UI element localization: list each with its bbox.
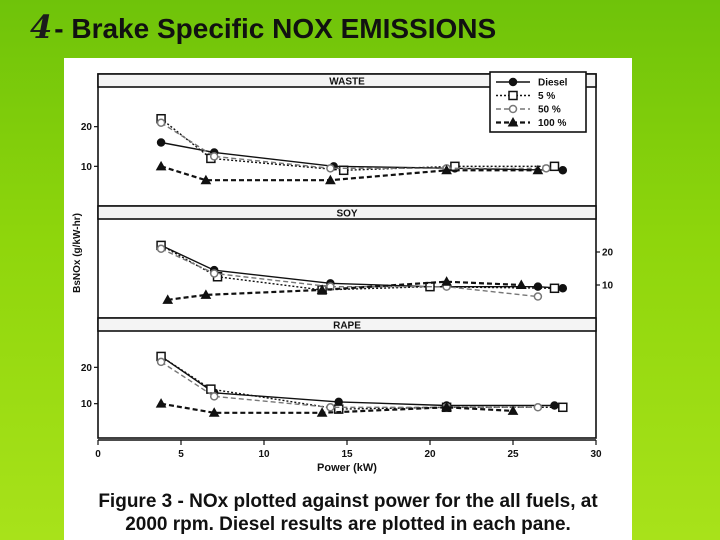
- series-line-soy-50: [160, 248, 538, 298]
- panel-label-soy: SOY: [336, 209, 357, 220]
- data-point-rape-5-1: [206, 384, 216, 394]
- data-point-rape-50-1: [209, 392, 219, 401]
- data-point-soy-diesel-5: [558, 284, 568, 293]
- data-point-waste-5-3: [450, 161, 460, 172]
- data-point-soy-100-4: [515, 279, 527, 289]
- y-tick-label-soy-20: 20: [602, 248, 614, 259]
- data-point-soy-100-3: [441, 276, 452, 286]
- y-tick-label-rape-20: 20: [81, 363, 93, 374]
- data-point-waste-100-3: [441, 164, 452, 175]
- caption-line-2: 2000 rpm. Diesel results are plotted in …: [125, 514, 571, 535]
- series-line-rape-50: [160, 361, 538, 408]
- data-point-soy-50-4: [533, 292, 543, 301]
- data-point-rape-100-3: [441, 401, 452, 412]
- y-tick-label-waste-20: 20: [81, 122, 93, 133]
- legend-marker-50: [508, 104, 518, 114]
- data-point-waste-50-0: [156, 118, 166, 127]
- legend-marker-100: [507, 116, 519, 127]
- panel-strip-waste: [97, 73, 597, 88]
- data-point-soy-100-2: [316, 284, 328, 294]
- data-point-waste-50-1: [209, 152, 219, 161]
- data-point-soy-diesel-4: [533, 282, 543, 291]
- data-point-rape-100-1: [208, 407, 220, 417]
- data-point-waste-diesel-4: [558, 166, 568, 175]
- caption-line-1: Figure 3 - NOx plotted against power for…: [98, 491, 598, 512]
- data-point-rape-100-4: [507, 405, 519, 415]
- panel-label-rape: RAPE: [333, 321, 361, 332]
- panel-strip-rape: [97, 317, 597, 332]
- data-point-waste-100-2: [325, 174, 336, 185]
- slide-title: 4- Brake Specific NOX EMISSIONS: [30, 8, 496, 52]
- x-axis-label: Power (kW): [317, 462, 377, 474]
- series-line-waste-diesel: [160, 141, 563, 171]
- data-point-soy-100-0: [162, 294, 174, 304]
- data-point-rape-100-2: [316, 407, 328, 417]
- nox-chart: WASTE 10 20 SOY 10 20 RAPE 10 20 0 5 10 15 20 25 30 Powe…: [72, 71, 614, 474]
- y-tick-label-rape-10: 10: [81, 399, 93, 410]
- legend-label-100: 100 %: [538, 118, 566, 129]
- data-point-waste-100-4: [532, 164, 544, 175]
- data-point-rape-diesel-2: [334, 397, 343, 407]
- x-tick-label-30: 30: [590, 449, 602, 460]
- data-point-rape-50-0: [156, 357, 166, 367]
- x-tick-label-25: 25: [507, 449, 519, 460]
- panel-strip-soy: [97, 205, 597, 220]
- legend-marker-diesel: [508, 77, 518, 87]
- data-point-waste-100-1: [200, 174, 212, 185]
- data-point-soy-5-4: [549, 283, 560, 294]
- data-point-rape-50-2: [326, 403, 335, 412]
- y-tick-label-soy-10: 10: [602, 281, 614, 292]
- slide-number: 4: [30, 8, 53, 46]
- data-point-soy-100-1: [200, 289, 212, 299]
- series-line-waste-50: [160, 122, 547, 170]
- panel-label-waste: WASTE: [329, 77, 365, 88]
- legend-marker-5: [508, 90, 518, 101]
- x-tick-label-10: 10: [258, 449, 270, 460]
- y-axis-label: BsNOx (g/kW-hr): [72, 213, 83, 293]
- data-point-waste-5-2: [338, 165, 349, 176]
- x-tick-label-5: 5: [178, 449, 184, 460]
- series-line-rape-5: [160, 355, 563, 410]
- data-point-rape-100-0: [155, 398, 167, 408]
- series-line-rape-diesel: [160, 355, 555, 407]
- data-point-soy-50-1: [209, 269, 219, 278]
- figure-caption: Figure 3 - NOx plotted against power for…: [64, 490, 632, 536]
- x-tick-label-20: 20: [424, 449, 436, 460]
- data-point-rape-5-4: [558, 402, 568, 413]
- data-point-rape-diesel-4: [550, 401, 559, 410]
- y-tick-label-waste-10: 10: [81, 162, 93, 173]
- series-line-soy-diesel: [160, 244, 563, 289]
- data-point-waste-5-4: [549, 161, 560, 172]
- data-point-rape-50-4: [533, 403, 543, 412]
- data-point-waste-50-2: [326, 164, 335, 173]
- legend-label-diesel: Diesel: [538, 78, 568, 89]
- data-point-waste-50-4: [541, 164, 551, 173]
- x-tick-label-0: 0: [95, 449, 101, 460]
- figure-card: WASTE 10 20 SOY 10 20 RAPE 10 20 0 5 10 15 20 25 30 Powe…: [64, 58, 632, 540]
- legend-label-50: 50 %: [538, 105, 561, 116]
- data-point-waste-100-0: [155, 160, 167, 171]
- slide-title-text: - Brake Specific NOX EMISSIONS: [54, 13, 497, 44]
- data-point-waste-diesel-0: [156, 138, 166, 147]
- legend-label-5: 5 %: [538, 91, 555, 102]
- x-tick-label-15: 15: [341, 449, 353, 460]
- data-point-soy-50-0: [156, 244, 166, 253]
